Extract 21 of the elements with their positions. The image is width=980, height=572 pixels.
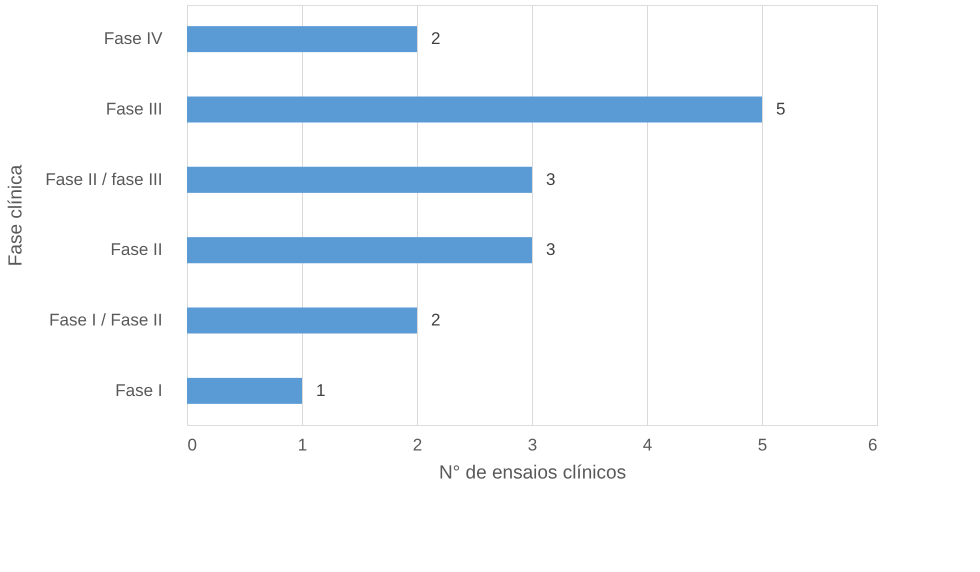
- data-label: 1: [316, 380, 326, 400]
- data-label: 3: [546, 170, 556, 189]
- x-tick-label: 2: [412, 436, 422, 454]
- data-label: 3: [546, 240, 556, 260]
- data-label: 2: [431, 310, 440, 330]
- y-tick-label: Fase I: [115, 380, 162, 400]
- y-tick-label: Fase IV: [104, 29, 164, 48]
- data-label: 2: [431, 29, 440, 48]
- y-tick-label: Fase I / Fase II: [49, 310, 162, 330]
- x-tick-label: 4: [642, 436, 652, 454]
- x-tick-label: 3: [528, 436, 538, 454]
- x-tick-label: 6: [868, 436, 878, 454]
- x-tick-label: 5: [758, 436, 768, 454]
- x-tick-label: 0: [188, 436, 197, 454]
- y-tick-label: Fase II: [110, 240, 162, 260]
- data-label: 5: [776, 99, 786, 118]
- y-axis-title: Fase clínica: [5, 164, 26, 266]
- x-axis-title: N° de ensaios clínicos: [438, 462, 626, 484]
- y-tick-label: Fase II / fase III: [45, 170, 162, 189]
- x-tick-label: 1: [298, 436, 308, 454]
- y-tick-label: Fase III: [106, 99, 162, 118]
